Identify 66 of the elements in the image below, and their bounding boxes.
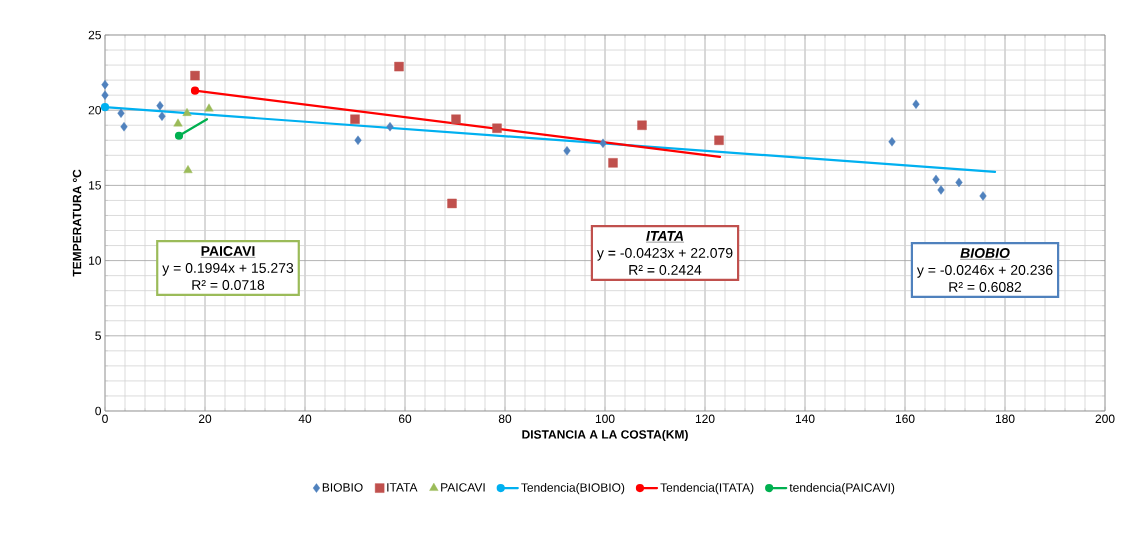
point <box>354 135 362 145</box>
annotation: R² = 0.0718 <box>192 280 265 290</box>
x-tick-label: 60 <box>398 414 412 424</box>
y-tick-label: 5 <box>95 331 101 340</box>
point <box>204 103 214 112</box>
point <box>637 120 647 130</box>
point <box>599 138 607 148</box>
legend-label: ITATA <box>387 483 418 492</box>
y-tick-label: 25 <box>88 30 101 40</box>
point <box>101 79 109 90</box>
x-tick-label: 40 <box>298 414 312 424</box>
annotation: y = 0.1994x + 15.273 <box>162 263 294 276</box>
point <box>117 108 125 118</box>
annotation: y = -0.0246x + 20.236 <box>916 265 1053 278</box>
point <box>182 108 192 116</box>
y-tick-label: 15 <box>89 181 101 190</box>
annotation: ITATA <box>646 231 684 241</box>
point <box>937 185 945 195</box>
point <box>190 70 200 81</box>
point <box>394 61 404 72</box>
point <box>447 198 457 209</box>
point <box>714 135 724 145</box>
annotation: R² = 0.2424 <box>629 264 702 275</box>
legend-label: Tendencia(ITATA) <box>660 482 754 495</box>
x-tick-label: 120 <box>695 414 715 424</box>
y-axis-title: TEMPERATURA ºC <box>72 169 82 277</box>
legend-label: PAICAVI <box>441 483 485 492</box>
point <box>608 158 618 168</box>
point <box>912 99 920 109</box>
annotation: y = -0.0423x + 22.079 <box>596 247 733 261</box>
point <box>174 131 184 140</box>
x-tick-label: 80 <box>498 414 512 424</box>
x-axis-title: DISTANCIA A LA COSTA(KM) <box>522 429 688 442</box>
annotation: R² = 0.6082 <box>949 282 1022 292</box>
point <box>190 86 200 95</box>
point <box>932 174 940 185</box>
point <box>173 118 183 127</box>
x-tick-label: 180 <box>995 414 1015 424</box>
point <box>451 114 461 124</box>
y-tick-label: 10 <box>89 256 101 265</box>
point <box>492 123 502 133</box>
point <box>100 103 110 112</box>
y-tick-label: 0 <box>95 406 102 416</box>
annotation: PAICAVI <box>201 246 255 256</box>
y-tick-label: 20 <box>88 105 101 115</box>
point <box>979 191 987 201</box>
point <box>888 137 896 147</box>
point <box>120 122 128 132</box>
x-tick-label: 20 <box>198 414 212 424</box>
annotation: BIOBIO <box>960 248 1010 258</box>
point <box>101 90 109 100</box>
x-tick-label: 200 <box>1095 414 1115 424</box>
x-tick-label: 160 <box>895 414 915 424</box>
point <box>386 122 394 132</box>
point <box>183 165 193 174</box>
point <box>955 177 963 188</box>
point <box>158 111 166 121</box>
point <box>350 114 360 124</box>
point <box>156 100 164 111</box>
legend-label: BIOBIO <box>322 483 363 492</box>
x-tick-label: 100 <box>595 414 615 424</box>
legend-label: tendencia(PAICAVI) <box>789 482 895 495</box>
legend-label: Tendencia(BIOBIO) <box>521 482 625 495</box>
x-tick-label: 140 <box>795 414 815 424</box>
point <box>563 146 571 156</box>
x-tick-label: 0 <box>102 414 108 424</box>
